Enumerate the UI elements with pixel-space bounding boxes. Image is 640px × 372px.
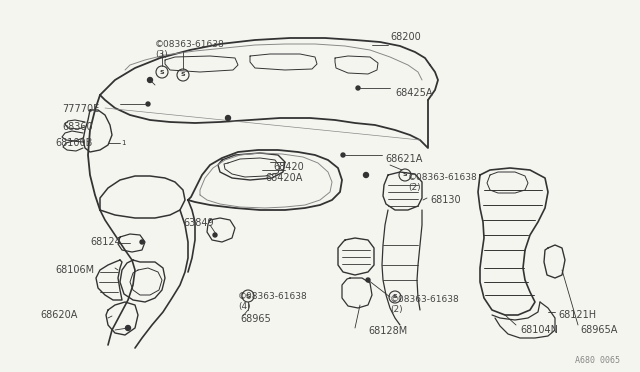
Text: 68425A: 68425A — [395, 88, 433, 98]
Circle shape — [146, 102, 150, 106]
Text: ©08363-61638
(2): ©08363-61638 (2) — [408, 173, 477, 192]
Circle shape — [213, 233, 217, 237]
Text: 68420A: 68420A — [265, 173, 302, 183]
Circle shape — [147, 77, 152, 83]
Text: 63849: 63849 — [183, 218, 214, 228]
Text: S: S — [246, 294, 250, 298]
Text: 68420: 68420 — [273, 162, 304, 172]
Text: 68200: 68200 — [390, 32, 420, 42]
Circle shape — [364, 173, 369, 177]
Text: S: S — [403, 173, 407, 177]
Text: 68106M: 68106M — [55, 265, 94, 275]
Text: 68621A: 68621A — [385, 154, 422, 164]
Text: 68620A: 68620A — [40, 310, 77, 320]
Text: 68965: 68965 — [240, 314, 271, 324]
Text: 68121H: 68121H — [558, 310, 596, 320]
Text: 68104N: 68104N — [520, 325, 558, 335]
Text: ©08363-61638
(3): ©08363-61638 (3) — [155, 40, 225, 60]
Circle shape — [341, 153, 345, 157]
Text: ©08363-61638
(2): ©08363-61638 (2) — [390, 295, 460, 314]
Text: 68128M: 68128M — [368, 326, 407, 336]
Circle shape — [356, 86, 360, 90]
Text: 68100B: 68100B — [55, 138, 92, 148]
Text: 68360: 68360 — [62, 122, 93, 132]
Text: 1: 1 — [121, 140, 125, 146]
Text: S: S — [393, 295, 397, 299]
Text: 68124: 68124 — [90, 237, 121, 247]
Circle shape — [140, 240, 144, 244]
Circle shape — [366, 278, 370, 282]
Text: S: S — [180, 73, 186, 77]
Circle shape — [125, 326, 131, 330]
Circle shape — [225, 115, 230, 121]
Text: 68965A: 68965A — [580, 325, 618, 335]
Text: ©08363-61638
(4): ©08363-61638 (4) — [238, 292, 308, 311]
Text: S: S — [160, 70, 164, 74]
Text: 68130: 68130 — [430, 195, 461, 205]
Text: 77770E: 77770E — [62, 104, 99, 114]
Text: A680 0065: A680 0065 — [575, 356, 620, 365]
